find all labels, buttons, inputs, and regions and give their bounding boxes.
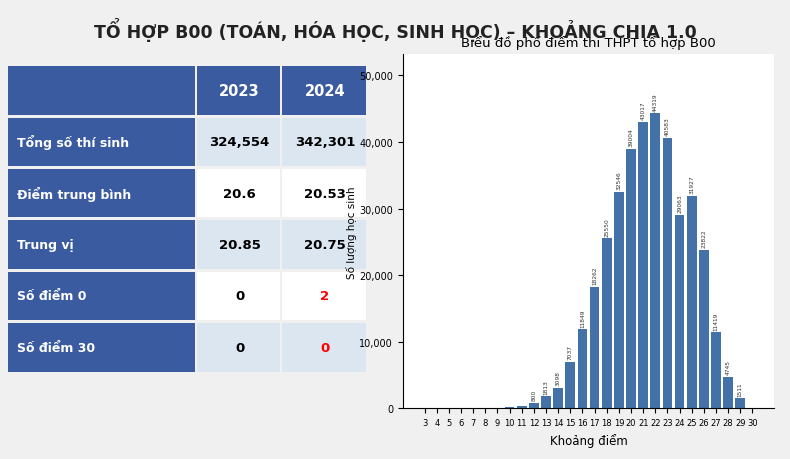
Bar (197, 170, 280, 218)
Text: 18262: 18262 (592, 266, 597, 285)
Bar (8, 118, 195, 167)
Text: 0: 0 (235, 290, 244, 303)
Bar (566, 362, 575, 409)
Bar (505, 407, 514, 409)
Text: 2023: 2023 (220, 84, 260, 99)
Text: TỔ HỢP B00 (TOÁN, HÓA HỌC, SINH HỌC) – KHOẢNG CHIA 1.0: TỔ HỢP B00 (TOÁN, HÓA HỌC, SINH HỌC) – K… (94, 18, 696, 42)
Bar (282, 221, 366, 269)
Text: 324,554: 324,554 (209, 136, 269, 149)
Bar (638, 123, 648, 409)
Text: 39004: 39004 (629, 128, 634, 146)
Bar (282, 67, 366, 115)
Y-axis label: Số lượng học sinh: Số lượng học sinh (345, 185, 356, 278)
Bar (8, 221, 195, 269)
Text: 4745: 4745 (726, 359, 731, 375)
Bar (687, 196, 697, 409)
Text: Số điểm 30: Số điểm 30 (17, 341, 95, 354)
Bar (650, 114, 660, 409)
Text: Trung vị: Trung vị (17, 239, 73, 252)
Bar (614, 192, 624, 409)
Bar (663, 139, 672, 409)
Text: 11419: 11419 (713, 312, 719, 330)
Bar (541, 397, 551, 409)
Text: 44319: 44319 (653, 93, 658, 112)
Bar (282, 118, 366, 167)
Text: 1813: 1813 (544, 379, 548, 394)
Text: 7037: 7037 (568, 344, 573, 359)
Text: 40583: 40583 (665, 118, 670, 136)
Text: 800: 800 (532, 389, 536, 401)
Bar (197, 324, 280, 372)
Text: 32546: 32546 (616, 171, 622, 190)
Text: 2024: 2024 (305, 84, 345, 99)
Bar (626, 149, 636, 409)
Bar (197, 118, 280, 167)
Bar (8, 272, 195, 320)
Bar (282, 324, 366, 372)
Bar (282, 170, 366, 218)
Bar (8, 67, 195, 115)
Bar (517, 407, 527, 409)
Title: Biểu đồ phổ điểm thi THPT tổ hợp B00: Biểu đồ phổ điểm thi THPT tổ hợp B00 (461, 36, 716, 50)
Text: Điểm trung bình: Điểm trung bình (17, 186, 131, 201)
Bar (529, 403, 539, 409)
Bar (602, 239, 611, 409)
Text: 3098: 3098 (555, 370, 561, 385)
Text: 20.75: 20.75 (304, 239, 346, 252)
Bar (711, 333, 721, 409)
Text: 20.53: 20.53 (304, 187, 346, 200)
Text: 20.85: 20.85 (219, 239, 261, 252)
Text: 20.6: 20.6 (224, 187, 256, 200)
Bar (577, 330, 587, 409)
Bar (197, 67, 280, 115)
Bar (8, 170, 195, 218)
Text: 25550: 25550 (604, 218, 609, 236)
Bar (735, 398, 745, 409)
Text: 31927: 31927 (689, 175, 694, 194)
Text: 342,301: 342,301 (295, 136, 356, 149)
Bar (197, 221, 280, 269)
Text: 29063: 29063 (677, 194, 682, 213)
Text: 1511: 1511 (738, 381, 743, 396)
Bar (699, 250, 709, 409)
Bar (724, 377, 733, 409)
Bar (553, 388, 563, 409)
Bar (8, 324, 195, 372)
Bar (282, 272, 366, 320)
Text: 2: 2 (321, 290, 329, 303)
Text: Tổng số thí sinh: Tổng số thí sinh (17, 135, 129, 150)
Text: 11849: 11849 (580, 308, 585, 327)
X-axis label: Khoảng điểm: Khoảng điểm (550, 433, 627, 447)
Bar (590, 287, 600, 409)
Bar (197, 272, 280, 320)
Text: 23822: 23822 (702, 229, 706, 247)
Text: 0: 0 (320, 341, 329, 354)
Text: Số điểm 0: Số điểm 0 (17, 290, 86, 303)
Bar (675, 215, 684, 409)
Text: 43017: 43017 (641, 101, 645, 120)
Text: 0: 0 (235, 341, 244, 354)
